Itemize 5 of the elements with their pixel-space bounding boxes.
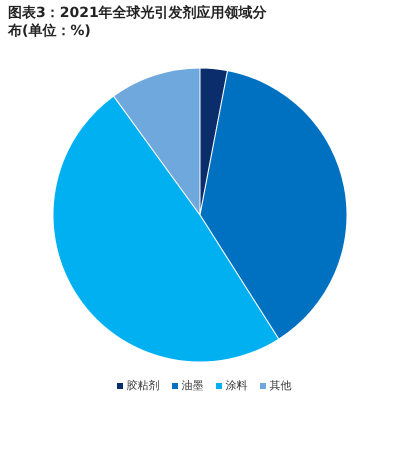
legend-label: 油墨 [182,379,204,392]
legend-label: 胶粘剂 [126,379,160,392]
chart-title: 图表3：2021年全球光引发剂应用领域分布(单位：%) [8,4,268,40]
legend-label: 其他 [270,379,292,392]
legend-label: 涂料 [226,379,248,392]
